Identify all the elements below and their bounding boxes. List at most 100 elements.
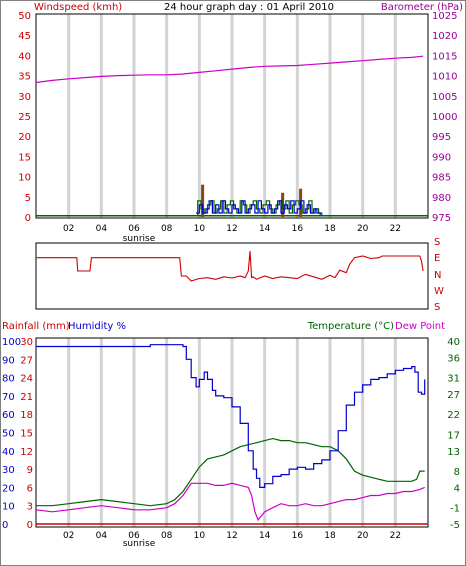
barometer-y-tick: 980 bbox=[432, 193, 451, 204]
humidity-panel-x-tick: 16 bbox=[292, 531, 304, 541]
humidity-temperature-panel: 0102030405060708090100036912151821242730… bbox=[2, 337, 460, 541]
dew-point-axis-title: Dew Point bbox=[395, 321, 445, 332]
humidity-y-tick: 30 bbox=[2, 465, 15, 476]
wind-panel-x-tick: 22 bbox=[390, 224, 401, 234]
humidity-panel-x-tick: 22 bbox=[390, 531, 401, 541]
humidity-panel-x-tick: 02 bbox=[63, 531, 74, 541]
rainfall-y-tick: 30 bbox=[20, 337, 33, 348]
humidity-y-tick: 90 bbox=[2, 355, 15, 366]
temperature-y-tick: 4 bbox=[454, 483, 460, 494]
humidity-y-tick: 50 bbox=[2, 429, 15, 440]
sunrise-label-bottom: sunrise bbox=[123, 539, 156, 549]
temperature-y-tick: 13 bbox=[447, 447, 460, 458]
windspeed-y-tick: 0 bbox=[25, 213, 31, 224]
barometer-line bbox=[35, 55, 424, 84]
wind-direction-line bbox=[36, 250, 424, 282]
rainfall-y-tick: 12 bbox=[20, 447, 33, 458]
windspeed-y-tick: 25 bbox=[18, 112, 31, 123]
temperature-axis-title: Temperature (°C) bbox=[307, 321, 394, 332]
temperature-y-tick: 27 bbox=[447, 390, 460, 401]
direction-tick: S bbox=[434, 302, 440, 313]
direction-tick: N bbox=[434, 270, 441, 281]
wind-panel-x-tick: 08 bbox=[161, 224, 173, 234]
dew-point-line bbox=[35, 482, 425, 522]
gust-bar bbox=[201, 184, 205, 217]
rainfall-y-tick: 3 bbox=[27, 502, 33, 513]
humidity-panel-x-tick: 08 bbox=[161, 531, 173, 541]
humidity-y-tick: 0 bbox=[2, 520, 8, 531]
barometer-y-tick: 990 bbox=[432, 152, 451, 163]
windspeed-y-tick: 40 bbox=[18, 51, 31, 62]
rainfall-y-tick: 9 bbox=[27, 465, 33, 476]
temperature-y-tick: 8 bbox=[454, 467, 460, 478]
rainfall-y-tick: 6 bbox=[27, 483, 33, 494]
barometer-y-tick: 1015 bbox=[432, 51, 457, 62]
direction-panel-frame bbox=[35, 242, 429, 310]
windspeed-y-tick: 20 bbox=[18, 132, 31, 143]
wind-barometer-panel: 0510152025303540455097598098599099510001… bbox=[18, 11, 457, 234]
humidity-axis-title: Humidity % bbox=[68, 321, 126, 332]
windspeed-y-tick: 50 bbox=[18, 11, 31, 22]
sunrise-label-top: sunrise bbox=[123, 234, 156, 244]
windspeed-y-tick: 5 bbox=[25, 193, 31, 204]
gust-line bbox=[196, 200, 321, 215]
humidity-panel-x-tick: 14 bbox=[259, 531, 271, 541]
rainfall-y-tick: 21 bbox=[20, 392, 33, 403]
humidity-line bbox=[36, 344, 426, 488]
wind-panel-x-tick: 10 bbox=[194, 224, 206, 234]
humidity-panel-frame bbox=[35, 337, 429, 528]
humidity-panel-x-tick: 06 bbox=[128, 531, 140, 541]
temperature-y-tick: 17 bbox=[447, 431, 460, 442]
wind-panel-x-tick: 16 bbox=[292, 224, 304, 234]
barometer-y-tick: 1025 bbox=[432, 11, 457, 22]
windspeed-axis-title: Windspeed (kmh) bbox=[34, 2, 122, 13]
temperature-y-tick: 40 bbox=[447, 337, 460, 348]
humidity-y-tick: 40 bbox=[2, 447, 15, 458]
barometer-y-tick: 1020 bbox=[432, 31, 457, 42]
windspeed-y-tick: 30 bbox=[18, 92, 31, 103]
humidity-y-tick: 100 bbox=[2, 337, 21, 348]
humidity-y-tick: 80 bbox=[2, 374, 15, 385]
wind-panel-x-tick: 20 bbox=[357, 224, 369, 234]
humidity-y-tick: 20 bbox=[2, 483, 15, 494]
rainfall-y-tick: 0 bbox=[27, 520, 33, 531]
barometer-y-tick: 995 bbox=[432, 132, 451, 143]
rainfall-axis-title: Rainfall (mm) bbox=[2, 321, 70, 332]
temperature-y-tick: -1 bbox=[450, 504, 460, 515]
windspeed-y-tick: 45 bbox=[18, 31, 31, 42]
barometer-y-tick: 1005 bbox=[432, 92, 457, 103]
wind-panel-x-tick: 14 bbox=[259, 224, 271, 234]
windspeed-y-tick: 15 bbox=[18, 152, 31, 163]
humidity-panel-x-tick: 04 bbox=[96, 531, 108, 541]
humidity-panel-x-tick: 10 bbox=[194, 531, 206, 541]
temperature-y-tick: 31 bbox=[447, 374, 460, 385]
barometer-y-tick: 1010 bbox=[432, 72, 457, 83]
windspeed-y-tick: 35 bbox=[18, 72, 31, 83]
rainfall-y-tick: 24 bbox=[20, 374, 33, 385]
direction-tick: S bbox=[434, 237, 440, 248]
wind-panel-frame bbox=[35, 13, 429, 219]
humidity-y-tick: 10 bbox=[2, 502, 15, 513]
rainfall-y-tick: 18 bbox=[20, 410, 33, 421]
rainfall-y-tick: 15 bbox=[20, 429, 33, 440]
windspeed-y-tick: 10 bbox=[18, 173, 31, 184]
humidity-y-tick: 60 bbox=[2, 410, 15, 421]
barometer-y-tick: 1000 bbox=[432, 112, 457, 123]
temperature-line bbox=[36, 437, 425, 507]
wind-panel-x-tick: 02 bbox=[63, 224, 74, 234]
wind-panel-x-tick: 18 bbox=[324, 224, 336, 234]
wind-panel-x-tick: 12 bbox=[226, 224, 237, 234]
direction-tick: W bbox=[434, 286, 444, 297]
direction-tick: E bbox=[434, 253, 440, 264]
temperature-y-tick: 22 bbox=[447, 410, 460, 421]
barometer-y-tick: 985 bbox=[432, 173, 451, 184]
humidity-panel-x-tick: 12 bbox=[226, 531, 237, 541]
rainfall-y-tick: 27 bbox=[20, 355, 33, 366]
temperature-y-tick: -5 bbox=[450, 520, 460, 531]
temperature-y-tick: 36 bbox=[447, 353, 460, 364]
barometer-axis-title: Barometer (hPa) bbox=[381, 2, 463, 13]
wind-panel-x-tick: 06 bbox=[128, 224, 140, 234]
